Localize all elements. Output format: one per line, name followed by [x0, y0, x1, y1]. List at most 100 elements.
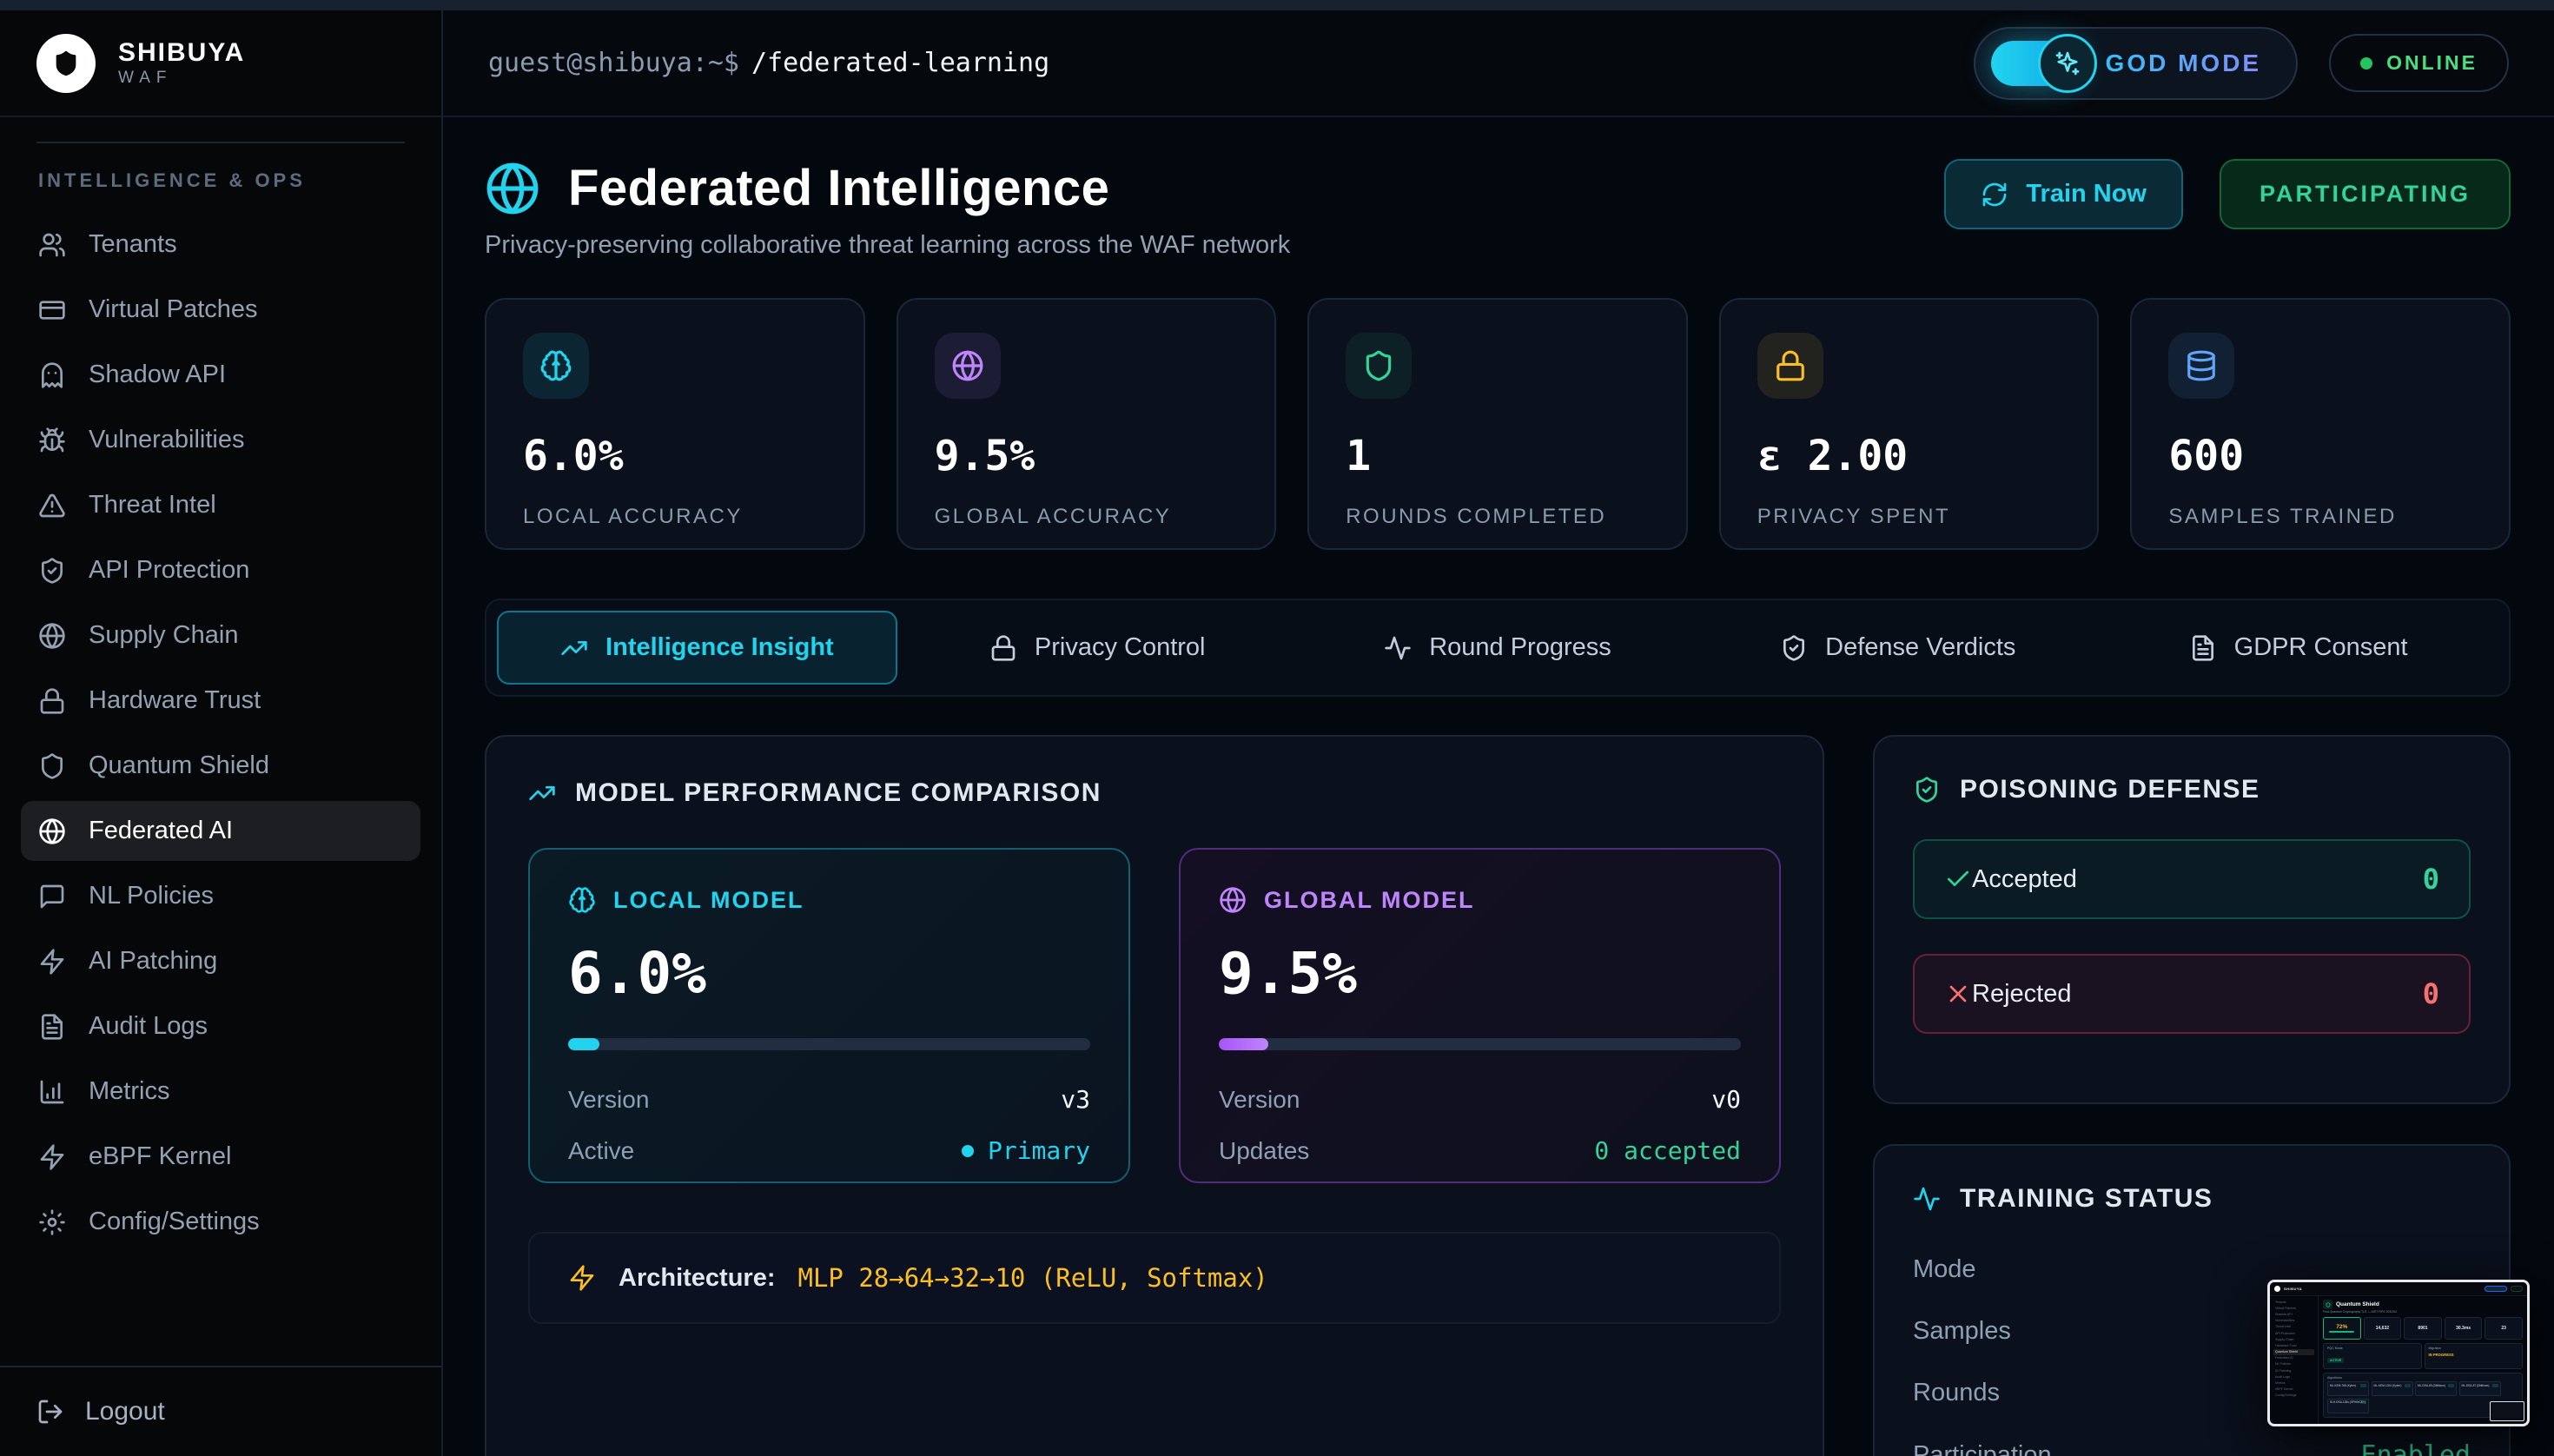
- sidebar-item-config-settings[interactable]: Config/Settings: [21, 1192, 420, 1252]
- lock-icon: [1757, 333, 1823, 399]
- globe-icon: [935, 333, 1001, 399]
- app-window: SHIBUYA WAF INTELLIGENCE & OPS Tenants V…: [0, 0, 2554, 1456]
- sidebar-item-supply-chain[interactable]: Supply Chain: [21, 606, 420, 665]
- online-dot-icon: [2360, 57, 2372, 69]
- lock-icon: [989, 634, 1017, 662]
- zap-icon: [38, 1143, 66, 1171]
- sidebar-item-nl-policies[interactable]: NL Policies: [21, 866, 420, 926]
- tab-defense-verdicts[interactable]: Defense Verdicts: [1697, 611, 2098, 685]
- bug-icon: [38, 427, 66, 454]
- sidebar-item-label: AI Patching: [89, 947, 217, 976]
- terminal-command: /federated-learning: [751, 48, 1049, 78]
- sidebar-divider: [36, 142, 405, 143]
- tab-gdpr-consent[interactable]: GDPR Consent: [2098, 611, 2498, 685]
- sidebar-item-label: Threat Intel: [89, 491, 216, 520]
- tab-intelligence-insight[interactable]: Intelligence Insight: [497, 611, 897, 685]
- pip-pqc-mode-panel: PQC Mode ACTIVE: [2323, 1343, 2422, 1369]
- pip-algorithm-card: ML-DSA-87 (Dilithium): [2459, 1381, 2501, 1396]
- sidebar-item-label: Audit Logs: [89, 1012, 208, 1041]
- tab-privacy-control[interactable]: Privacy Control: [897, 611, 1298, 685]
- accepted-row: Accepted 0: [1913, 839, 2471, 919]
- card-icon: [38, 296, 66, 324]
- stat-card-local-accuracy: 6.0% LOCAL ACCURACY: [485, 298, 865, 550]
- participation-value: Enabled: [2361, 1440, 2471, 1456]
- pip-logo-icon: [2274, 1286, 2280, 1292]
- stat-card-samples-trained: 600 SAMPLES TRAINED: [2130, 298, 2511, 550]
- pip-preview-window[interactable]: SHIBUYA TenantsVirtual PatchesShadow API…: [2267, 1280, 2530, 1426]
- page-title: Federated Intelligence: [568, 159, 1109, 217]
- god-mode-label: GOD MODE: [2106, 50, 2262, 77]
- sparkles-icon: [2054, 50, 2081, 77]
- panel-title: TRAINING STATUS: [1960, 1184, 2213, 1214]
- global-progress-bar: [1219, 1038, 1741, 1050]
- online-label: ONLINE: [2386, 51, 2478, 75]
- train-now-button[interactable]: Train Now: [1944, 159, 2183, 229]
- database-icon: [2168, 333, 2234, 399]
- toggle-track[interactable]: [1991, 41, 2081, 86]
- local-progress-bar: [568, 1038, 1090, 1050]
- stat-label: LOCAL ACCURACY: [523, 505, 827, 529]
- x-icon: [1944, 980, 1972, 1008]
- pip-algorithm-card: ML-DSA-65 (Dilithium): [2415, 1381, 2457, 1396]
- sidebar-item-virtual-patches[interactable]: Virtual Patches: [21, 280, 420, 340]
- pip-sidebar-item: AI Patching: [2273, 1367, 2314, 1373]
- training-row-participation: ParticipationEnabled: [1913, 1440, 2471, 1456]
- sidebar-item-shadow-api[interactable]: Shadow API: [21, 345, 420, 405]
- topbar: guest@shibuya:~$ /federated-learning GOD …: [443, 10, 2554, 117]
- sidebar-item-label: Metrics: [89, 1077, 169, 1106]
- sidebar: SHIBUYA WAF INTELLIGENCE & OPS Tenants V…: [0, 10, 443, 1456]
- pip-sidebar-item: NL Policies: [2273, 1361, 2314, 1367]
- global-model-accuracy: 9.5%: [1219, 940, 1741, 1007]
- sidebar-item-hardware-trust[interactable]: Hardware Trust: [21, 671, 420, 731]
- sidebar-item-tenants[interactable]: Tenants: [21, 215, 420, 275]
- stat-card-rounds-completed: 1 ROUNDS COMPLETED: [1307, 298, 1688, 550]
- sidebar-item-quantum-shield[interactable]: Quantum Shield: [21, 736, 420, 796]
- pip-sidebar-item: Hardware Trust: [2273, 1342, 2314, 1348]
- shibuya-logo: [36, 34, 96, 93]
- sidebar-item-ebpf-kernel[interactable]: eBPF Kernel: [21, 1127, 420, 1187]
- trending-up-icon: [528, 779, 556, 807]
- logout-label: Logout: [85, 1397, 165, 1426]
- sidebar-item-federated-ai[interactable]: Federated AI: [21, 801, 420, 861]
- logout-button[interactable]: Logout: [0, 1366, 441, 1456]
- sidebar-item-label: Vulnerabilities: [89, 426, 244, 454]
- shield-icon: [38, 752, 66, 780]
- warning-icon: [38, 492, 66, 520]
- ghost-icon: [38, 361, 66, 389]
- pip-algorithm-card: ML-KEM-768 (Kyber): [2327, 1381, 2369, 1396]
- pip-sidebar-item: Audit Logs: [2273, 1373, 2314, 1380]
- tab-round-progress[interactable]: Round Progress: [1298, 611, 1698, 685]
- sidebar-item-audit-logs[interactable]: Audit Logs: [21, 996, 420, 1056]
- pip-online-icon: [2511, 1286, 2523, 1292]
- brain-icon: [568, 886, 596, 914]
- sidebar-item-vulnerabilities[interactable]: Vulnerabilities: [21, 410, 420, 470]
- document-icon: [38, 1013, 66, 1041]
- shield-check-icon: [38, 557, 66, 585]
- page-subtitle: Privacy-preserving collaborative threat …: [485, 231, 1290, 260]
- pip-migration-panel: Migration IN PROGRESS: [2425, 1343, 2524, 1369]
- god-mode-toggle[interactable]: GOD MODE: [1974, 27, 2299, 100]
- chart-icon: [38, 1078, 66, 1106]
- terminal-prompt: guest@shibuya:~$: [488, 48, 739, 78]
- stats-row: 6.0% LOCAL ACCURACY 9.5% GLOBAL ACCURACY…: [485, 298, 2511, 550]
- sidebar-item-api-protection[interactable]: API Protection: [21, 540, 420, 600]
- sidebar-item-threat-intel[interactable]: Threat Intel: [21, 475, 420, 535]
- global-version: v0: [1711, 1085, 1741, 1114]
- online-status-badge: ONLINE: [2329, 34, 2509, 92]
- sidebar-item-ai-patching[interactable]: AI Patching: [21, 931, 420, 991]
- sidebar-item-label: Config/Settings: [89, 1208, 260, 1236]
- sidebar-section-label: INTELLIGENCE & OPS: [21, 169, 420, 192]
- lock-icon: [38, 687, 66, 715]
- shield-check-icon: [1913, 776, 1941, 804]
- activity-icon: [1913, 1185, 1941, 1213]
- zap-icon: [38, 948, 66, 976]
- local-version: v3: [1061, 1085, 1090, 1114]
- poisoning-defense-panel: POISONING DEFENSE Accepted 0 Rejected 0: [1873, 735, 2511, 1104]
- sidebar-item-metrics[interactable]: Metrics: [21, 1062, 420, 1122]
- terminal-breadcrumb: guest@shibuya:~$ /federated-learning: [488, 48, 1049, 78]
- nested-pip-thumbnail: [2490, 1401, 2524, 1421]
- pip-sidebar-item: Config/Settings: [2273, 1393, 2314, 1399]
- stat-value: 600: [2168, 432, 2472, 480]
- pip-sidebar-item: API Protection: [2273, 1330, 2314, 1336]
- rejected-row: Rejected 0: [1913, 954, 2471, 1034]
